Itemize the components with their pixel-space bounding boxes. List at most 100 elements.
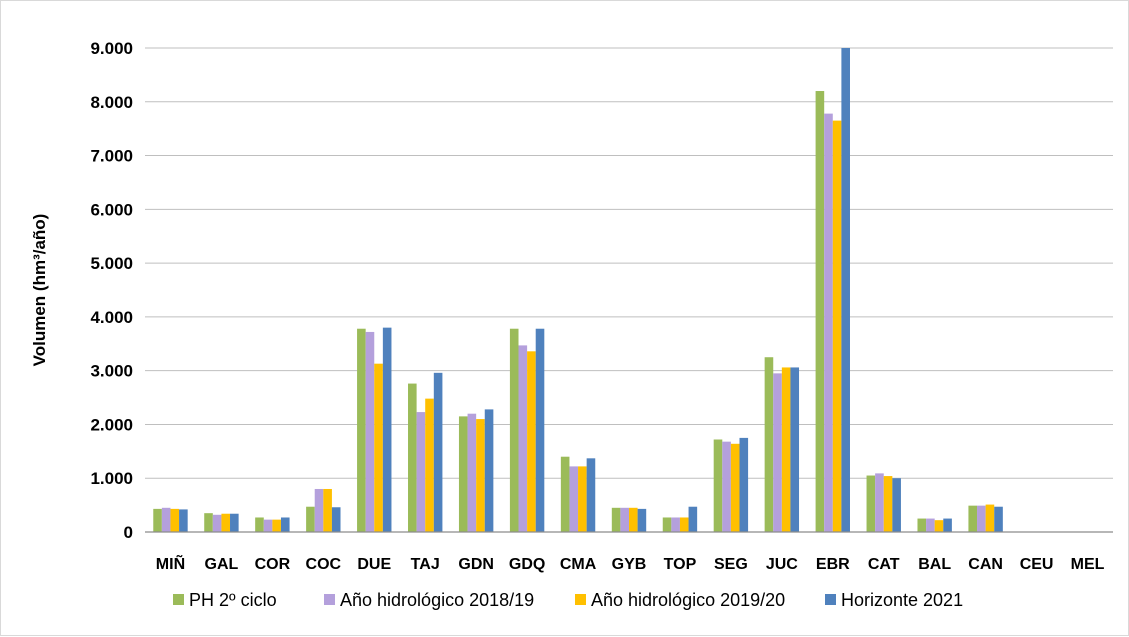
bar xyxy=(357,328,366,532)
bar xyxy=(662,517,672,532)
bar xyxy=(994,506,1003,532)
bar xyxy=(179,509,188,532)
bar xyxy=(722,441,731,532)
bar xyxy=(815,91,825,533)
bar xyxy=(408,383,417,532)
bar xyxy=(560,456,570,532)
y-tick-label: 3.000 xyxy=(90,362,133,381)
x-tick-label: DUE xyxy=(357,556,391,573)
bar xyxy=(892,478,901,532)
legend-label: PH 2º ciclo xyxy=(189,590,277,610)
y-axis-ticks: 0 1.000 2.000 3.000 4.000 5.000 6.000 7.000 8.00… xyxy=(90,39,133,542)
bar xyxy=(832,120,842,532)
bar xyxy=(569,466,579,532)
x-tick-label: MIÑ xyxy=(156,553,185,573)
bar xyxy=(578,466,587,532)
gridlines xyxy=(145,47,1113,479)
x-tick-label: COC xyxy=(306,556,342,573)
x-tick-label: JUC xyxy=(766,556,798,573)
x-tick-label: GDN xyxy=(458,556,494,573)
x-tick-label: CMA xyxy=(560,556,597,573)
bar xyxy=(968,505,978,532)
y-tick-label: 0 xyxy=(124,523,133,542)
x-tick-label: GDQ xyxy=(509,556,545,573)
legend-label: Horizonte 2021 xyxy=(841,590,963,610)
legend-swatch xyxy=(575,594,586,605)
bar xyxy=(518,345,528,532)
bar xyxy=(263,519,273,532)
legend-swatch xyxy=(825,594,836,605)
bar xyxy=(713,439,723,532)
x-tick-label: MEL xyxy=(1071,556,1105,573)
bar xyxy=(153,508,162,532)
bar xyxy=(679,517,689,532)
bar xyxy=(255,517,264,532)
bar xyxy=(917,518,927,532)
bar xyxy=(730,443,740,532)
legend-swatch xyxy=(324,594,335,605)
x-tick-label: CAN xyxy=(968,556,1003,573)
y-axis-label: Volumen (hm³/año) xyxy=(30,214,49,367)
legend-label: Año hidrológico 2019/20 xyxy=(591,590,785,610)
bar xyxy=(620,507,629,532)
y-tick-label: 7.000 xyxy=(90,147,133,166)
x-tick-label: COR xyxy=(255,556,291,573)
x-tick-label: TAJ xyxy=(411,556,440,573)
y-tick-label: 2.000 xyxy=(90,415,133,434)
bar xyxy=(773,373,782,532)
y-tick-label: 6.000 xyxy=(90,200,133,219)
legend: PH 2º ciclo Año hidrológico 2018/19 Año hi… xyxy=(173,590,963,610)
bar xyxy=(323,488,332,532)
bar xyxy=(671,517,680,532)
x-tick-label: TOP xyxy=(664,556,697,573)
bar xyxy=(416,412,426,532)
y-tick-label: 9.000 xyxy=(90,39,133,58)
bar xyxy=(204,513,213,532)
bar xyxy=(272,519,281,532)
bar xyxy=(688,506,698,532)
bar xyxy=(977,505,986,532)
x-tick-label: GYB xyxy=(612,556,647,573)
bar xyxy=(629,507,638,532)
bar xyxy=(425,398,434,532)
bar xyxy=(883,476,893,532)
bar xyxy=(382,327,392,532)
x-axis-ticks: MIÑ GAL COR COC DUE TAJ GDN GDQ CMA GYB TOP SEG JUC E… xyxy=(156,553,1105,573)
bar xyxy=(280,517,290,532)
y-tick-label: 1.000 xyxy=(90,469,133,488)
bar xyxy=(926,518,935,532)
bar xyxy=(739,437,749,532)
bar xyxy=(527,351,536,532)
y-tick-label: 4.000 xyxy=(90,308,133,327)
bar xyxy=(934,520,944,532)
x-tick-label: GAL xyxy=(205,556,239,573)
bar xyxy=(476,419,485,532)
bar xyxy=(221,513,231,532)
x-tick-label: CAT xyxy=(868,556,900,573)
bar xyxy=(212,514,222,532)
bar xyxy=(365,331,375,532)
bar xyxy=(764,357,774,532)
bar xyxy=(841,48,850,532)
bar xyxy=(790,367,800,532)
bar xyxy=(484,409,494,532)
x-tick-label: EBR xyxy=(816,556,850,573)
bar xyxy=(875,473,884,532)
bar xyxy=(230,513,239,532)
bar xyxy=(170,508,180,532)
bar xyxy=(509,328,519,532)
bar xyxy=(943,518,952,532)
x-tick-label: BAL xyxy=(918,556,951,573)
bar xyxy=(637,508,647,532)
bar xyxy=(611,507,621,532)
bars xyxy=(153,48,1003,533)
bar xyxy=(314,488,324,532)
x-tick-label: CEU xyxy=(1020,556,1054,573)
y-tick-label: 5.000 xyxy=(90,254,133,273)
bar xyxy=(331,507,341,532)
bar xyxy=(866,475,876,532)
bar xyxy=(458,416,468,532)
y-tick-label: 8.000 xyxy=(90,93,133,112)
bar xyxy=(781,367,791,532)
